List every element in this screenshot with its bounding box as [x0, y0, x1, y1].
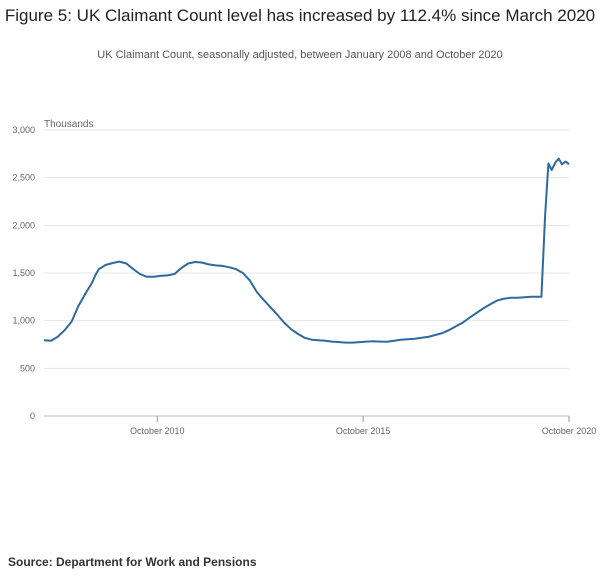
- y-axis-unit-label: Thousands: [44, 119, 93, 130]
- x-tick-label-0: October 2010: [130, 426, 185, 436]
- y-tick-label-4: 2,000: [12, 220, 35, 230]
- y-tick-label-2: 1,000: [12, 316, 35, 326]
- series-line-0: [43, 157, 570, 344]
- y-tick-label-6: 3,000: [12, 125, 35, 135]
- x-tick-label-2: October 2020: [542, 426, 597, 436]
- y-tick-label-5: 2,500: [12, 173, 35, 183]
- series-layer: [43, 157, 570, 344]
- line-chart: 0 500 1,000 1,500 2,000 2,500 3,000 October 20…: [12, 119, 596, 436]
- y-tick-label-1: 500: [20, 363, 35, 373]
- chart-title: Figure 5: UK Claimant Count level has in…: [4, 6, 596, 25]
- y-tick-label-3: 1,500: [12, 268, 35, 278]
- x-tick-label-1: October 2015: [336, 426, 391, 436]
- source-note: Source: Department for Work and Pensions: [8, 555, 257, 569]
- gridlines: [44, 129, 569, 417]
- chart-subtitle: UK Claimant Count, seasonally adjusted, …: [97, 49, 503, 61]
- y-axis-ticks: 0 500 1,000 1,500 2,000 2,500 3,000: [12, 125, 35, 421]
- x-axis: October 2010 October 2015 October 2020: [130, 416, 596, 436]
- y-tick-label-0: 0: [30, 411, 35, 421]
